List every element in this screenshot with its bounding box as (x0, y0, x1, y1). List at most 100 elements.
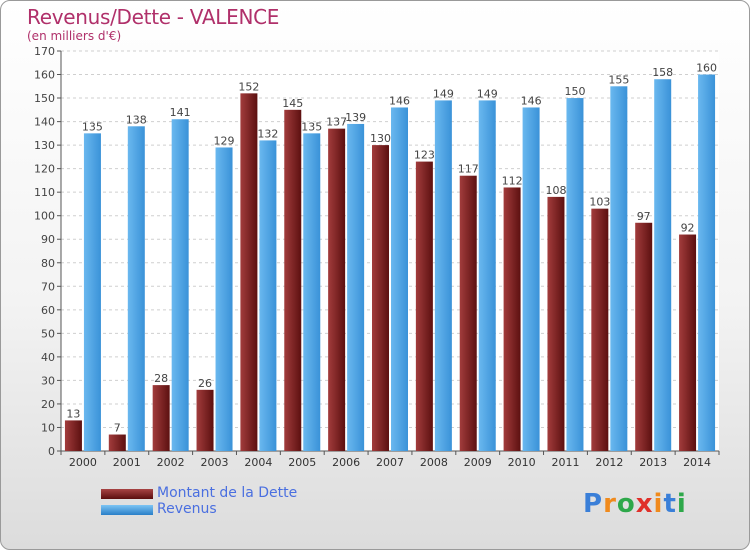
legend-label-revenue: Revenus (157, 501, 217, 517)
data-label-revenue: 138 (126, 113, 147, 126)
data-label-revenue: 139 (345, 111, 366, 124)
y-tick-label: 160 (34, 69, 55, 82)
x-tick-label: 2001 (113, 456, 141, 469)
bar-debt (284, 109, 302, 451)
plot-area (61, 51, 719, 451)
y-tick-label: 90 (41, 233, 55, 246)
bar-debt (372, 145, 389, 451)
y-tick-label: 60 (41, 304, 55, 317)
y-tick-label: 0 (48, 445, 55, 458)
bar-debt (240, 93, 258, 452)
bar-debt (459, 175, 477, 452)
x-tick-label: 2008 (420, 456, 448, 469)
y-tick-label: 140 (34, 116, 55, 129)
bar-revenue (434, 100, 452, 451)
chart-title: Revenus/Dette - VALENCE (27, 5, 280, 29)
x-tick-label: 2004 (244, 456, 272, 469)
data-label-debt: 117 (458, 163, 479, 176)
logo-letter: i (676, 489, 687, 519)
x-tick-label: 2012 (595, 456, 623, 469)
data-label-debt: 26 (198, 377, 212, 390)
data-label-revenue: 135 (82, 120, 103, 133)
x-tick-label: 2006 (332, 456, 360, 469)
data-label-debt: 130 (370, 132, 391, 145)
bar-revenue (391, 107, 408, 452)
y-tick-label: 40 (41, 351, 55, 364)
x-tick-label: 2009 (464, 456, 492, 469)
data-label-revenue: 146 (521, 94, 542, 107)
y-tick-label: 70 (41, 280, 55, 293)
y-tick-label: 30 (41, 374, 55, 387)
data-label-revenue: 149 (477, 87, 498, 100)
y-tick-label: 150 (34, 92, 55, 105)
bar-debt (328, 128, 346, 451)
data-label-revenue: 141 (170, 106, 191, 119)
data-label-debt: 97 (637, 210, 651, 223)
y-tick-label: 100 (34, 210, 55, 223)
data-label-debt: 103 (589, 196, 610, 209)
x-tick-label: 2014 (683, 456, 711, 469)
data-label-revenue: 150 (564, 85, 585, 98)
y-tick-label: 80 (41, 257, 55, 270)
bar-revenue (127, 126, 145, 451)
bar-debt (152, 385, 170, 451)
x-tick-label: 2005 (288, 456, 316, 469)
data-label-debt: 137 (326, 116, 347, 129)
logo-letter: P (583, 489, 604, 519)
data-label-debt: 28 (154, 372, 168, 385)
data-label-debt: 145 (282, 97, 303, 110)
data-label-debt: 123 (414, 149, 435, 162)
bar-revenue (522, 107, 540, 452)
x-tick-label: 2013 (639, 456, 667, 469)
y-tick-label: 10 (41, 421, 55, 434)
bar-debt (108, 434, 126, 451)
data-label-debt: 13 (66, 407, 80, 420)
bar-revenue (259, 140, 277, 452)
y-tick-label: 120 (34, 163, 55, 176)
bar-revenue (347, 123, 365, 452)
bar-revenue (215, 147, 233, 451)
x-tick-label: 2003 (201, 456, 229, 469)
bar-debt (679, 234, 697, 451)
bar-revenue (478, 100, 496, 451)
x-tick-label: 2010 (508, 456, 536, 469)
logo-letter: i (653, 489, 664, 519)
x-tick-label: 2000 (69, 456, 97, 469)
x-tick-label: 2007 (376, 456, 404, 469)
data-label-debt: 152 (238, 80, 259, 93)
y-tick-label: 50 (41, 327, 55, 340)
data-label-revenue: 149 (433, 87, 454, 100)
bar-revenue (610, 86, 628, 451)
logo-letter: o (616, 489, 636, 519)
legend-swatch-debt (101, 489, 153, 499)
data-label-debt: 7 (114, 422, 121, 435)
x-tick-label: 2002 (157, 456, 185, 469)
logo-letter: t (663, 489, 677, 519)
data-label-revenue: 160 (696, 62, 717, 75)
y-tick-label: 20 (41, 398, 55, 411)
data-label-revenue: 135 (301, 120, 322, 133)
bar-revenue (566, 98, 584, 451)
logo-letter: r (603, 489, 617, 519)
bar-debt (547, 196, 565, 451)
y-tick-label: 170 (34, 45, 55, 58)
bar-revenue (171, 119, 189, 451)
bar-debt (64, 420, 82, 451)
y-tick-label: 130 (34, 139, 55, 152)
data-label-revenue: 155 (608, 73, 629, 86)
logo-letter: x (635, 489, 654, 519)
bar-revenue (83, 133, 101, 451)
data-label-debt: 112 (502, 174, 523, 187)
bar-debt (415, 161, 433, 451)
bar-debt (635, 222, 653, 451)
data-label-debt: 108 (545, 184, 566, 197)
bar-revenue (698, 74, 716, 451)
data-label-debt: 92 (681, 222, 695, 235)
bar-revenue (303, 133, 321, 451)
chart-subtitle: (en milliers d'€) (27, 29, 122, 43)
bar-debt (591, 208, 609, 451)
y-tick-label: 110 (34, 186, 55, 199)
data-label-revenue: 132 (257, 127, 278, 140)
